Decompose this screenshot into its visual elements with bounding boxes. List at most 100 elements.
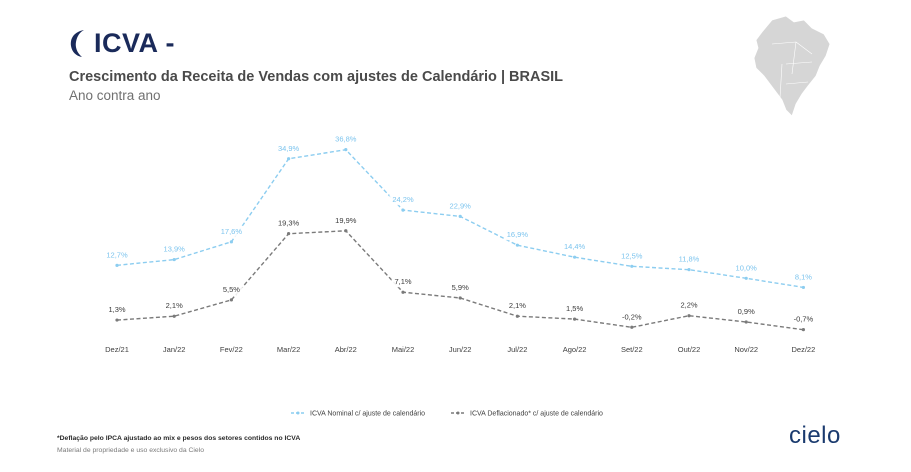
data-label-bg [220,283,243,295]
x-tick-label: Abr/22 [335,345,357,354]
series-line-nominal [116,148,804,289]
data-point [744,276,748,280]
data-label-bg [446,200,474,212]
data-label-bg [792,271,815,283]
data-label: 34,9% [278,144,300,153]
chart-title: Crescimento da Receita de Vendas com aju… [69,69,563,85]
x-tick-label: Nov/22 [734,345,758,354]
data-label-bg [506,300,529,312]
data-label: 1,5% [566,304,583,313]
data-label: 16,9% [507,230,529,239]
data-label: 22,9% [450,201,472,210]
data-point [744,320,748,324]
cielo-logo: cielo [789,422,841,449]
x-tick-label: Mar/22 [277,345,300,354]
data-label: 8,1% [795,272,812,281]
data-label-bg [563,303,586,315]
data-label: 17,6% [221,227,243,236]
data-label: -0,7% [794,315,814,324]
data-label: 13,9% [164,245,186,254]
data-label-bg [677,299,701,311]
x-tick-label: Ago/22 [563,345,587,354]
x-tick-label: Out/22 [678,345,701,354]
data-label: 0,9% [738,307,755,316]
data-point [515,314,520,318]
data-label-bg [618,311,646,323]
data-label: 1,3% [108,305,125,314]
data-point [115,318,119,322]
data-label-bg [734,305,758,317]
data-label-bg [503,229,531,241]
icva-logo: ICVA - [68,28,175,58]
data-label: 12,7% [106,250,128,259]
data-label-bg [275,217,303,229]
data-point [115,263,119,267]
legend-marker-deflacionado [456,411,460,415]
data-point [172,314,176,318]
data-point [687,314,691,318]
data-label-bg [162,300,186,312]
data-label-bg [618,250,646,262]
data-point [801,285,806,290]
data-point [287,232,291,236]
data-label: 11,8% [679,255,700,264]
data-point [801,328,806,332]
data-point [687,268,691,272]
chart-subtitle: Ano contra ano [69,88,161,103]
data-point [287,157,291,161]
data-label: 2,2% [680,301,697,310]
data-label: 36,8% [335,135,357,144]
brazil-map-icon [753,15,831,117]
data-label: 2,1% [509,301,526,310]
data-label: 24,2% [392,195,414,204]
x-tick-label: Jan/22 [163,345,186,354]
x-tick-label: Mai/22 [392,345,415,354]
legend-label-deflacionado: ICVA Deflacionado* c/ ajuste de calendár… [470,411,603,418]
data-label-bg [160,243,188,255]
data-point [458,296,462,300]
data-point [401,290,405,294]
data-point [229,298,233,302]
data-point [344,229,348,233]
data-label-bg [105,304,129,316]
data-label-bg [389,194,417,206]
icva-logo-mark-icon [70,30,84,57]
data-label-bg [332,214,360,226]
x-tick-label: Jul/22 [507,345,527,354]
x-tick-label: Dez/21 [105,345,129,354]
data-label-bg [675,253,703,265]
data-point [630,264,634,268]
data-label: 5,5% [223,285,240,294]
data-point [401,208,405,212]
data-label-bg [217,225,245,237]
x-tick-label: Dez/22 [792,345,816,354]
data-label: 19,9% [335,216,357,225]
footnote: *Deflação pelo IPCA ajustado ao mix e pe… [57,435,301,442]
data-label: -0,2% [622,312,642,321]
data-point [573,317,577,321]
data-point [515,243,520,247]
data-point [573,255,577,259]
ownership-note: Material de propriedade e uso exclusivo … [57,447,204,454]
data-label-bg [103,249,131,261]
data-point [344,148,348,152]
data-label: 14,4% [564,242,586,251]
x-tick-label: Set/22 [621,345,643,354]
data-label: 10,0% [736,263,758,272]
data-point [630,325,634,329]
data-label-bg [332,133,360,145]
legend-marker-nominal [296,411,300,415]
data-label: 2,1% [166,301,183,310]
data-label-bg [275,142,303,154]
data-label-bg [561,241,589,253]
data-label: 12,5% [621,251,643,260]
data-label-bg [732,262,760,274]
data-point [229,240,233,244]
x-tick-label: Jun/22 [449,345,472,354]
data-label-bg [789,313,817,325]
data-point [458,214,462,218]
data-label-bg [448,281,472,293]
legend-label-nominal: ICVA Nominal c/ ajuste de calendário [310,411,425,418]
data-point [172,257,176,262]
